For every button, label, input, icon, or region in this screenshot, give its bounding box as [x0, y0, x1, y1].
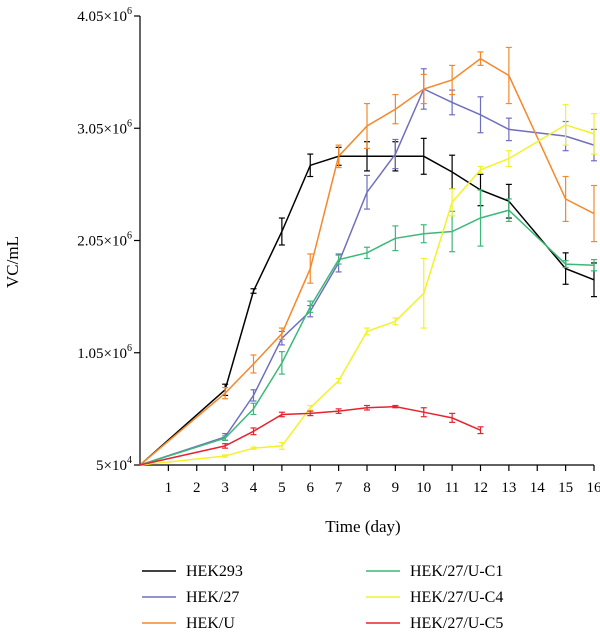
- x-tick-label: 4: [250, 480, 258, 496]
- x-tick-label: 13: [501, 480, 516, 496]
- x-tick-label: 14: [530, 480, 546, 496]
- x-tick-label: 3: [221, 480, 229, 496]
- series-line: [139, 57, 595, 466]
- x-tick-label: 12: [473, 480, 488, 496]
- series-line: [139, 155, 595, 466]
- y-tick-label-exponent: 6: [127, 118, 132, 129]
- x-tick-label: 1: [165, 480, 173, 496]
- x-tick-label: 7: [335, 480, 343, 496]
- y-tick-label-base: 3.05×10: [77, 121, 127, 137]
- legend-item: HEK/27: [142, 589, 239, 606]
- y-tick-label: 4.05×106: [77, 6, 132, 25]
- legend: HEK293 HEK/27 HEK/U HEK/27/U-C1 HEK/27/U-C4 H…: [142, 563, 503, 632]
- legend-item: HEK/27/U-C5: [366, 615, 503, 632]
- series-line: [139, 87, 595, 466]
- legend-label: HEK/U: [186, 615, 235, 632]
- y-tick-label-base: 5×10: [96, 458, 127, 474]
- y-tick-label-base: 2.05×10: [77, 234, 127, 250]
- y-tick-label-exponent: 6: [127, 6, 132, 17]
- series-layer: [139, 46, 597, 466]
- y-tick-label-exponent: 6: [127, 343, 132, 354]
- legend-item: HEK/27/U-C4: [366, 589, 503, 606]
- y-tick-label: 1.05×106: [77, 343, 132, 362]
- series-5: [139, 404, 484, 466]
- y-axis-label: VC/mL: [3, 236, 22, 288]
- x-tick-label: 2: [193, 480, 201, 496]
- legend-item: HEK/27/U-C1: [366, 563, 503, 580]
- series-3: [139, 189, 597, 466]
- series-line: [139, 209, 595, 466]
- legend-item: HEK293: [142, 563, 243, 580]
- legend-label: HEK293: [186, 563, 243, 580]
- series-0: [139, 137, 597, 466]
- y-tick-label: 3.05×106: [77, 118, 132, 137]
- legend-label: HEK/27/U-C4: [410, 589, 503, 606]
- x-tick-label: 16: [587, 480, 600, 496]
- y-tick-label: 2.05×106: [77, 231, 132, 250]
- legend-item: HEK/U: [142, 615, 235, 632]
- y-tick-label-exponent: 4: [127, 455, 132, 466]
- y-tick-label-exponent: 6: [127, 231, 132, 242]
- series-4: [139, 104, 597, 466]
- y-tick-label-base: 1.05×10: [77, 346, 127, 362]
- x-tick-label: 5: [278, 480, 286, 496]
- x-tick-label: 9: [392, 480, 400, 496]
- series-2: [139, 46, 597, 466]
- series-line: [139, 124, 595, 466]
- x-tick-label: 15: [558, 480, 573, 496]
- y-tick-label-base: 4.05×10: [77, 9, 127, 25]
- x-tick-label: 10: [416, 480, 431, 496]
- x-axis-label: Time (day): [325, 517, 400, 536]
- x-tick-label: 8: [363, 480, 371, 496]
- legend-label: HEK/27/U-C1: [410, 563, 503, 580]
- y-tick-label: 5×104: [96, 455, 132, 474]
- x-tick-label: 11: [445, 480, 459, 496]
- x-tick-label: 6: [307, 480, 315, 496]
- legend-label: HEK/27/U-C5: [410, 615, 503, 632]
- legend-label: HEK/27: [186, 589, 239, 606]
